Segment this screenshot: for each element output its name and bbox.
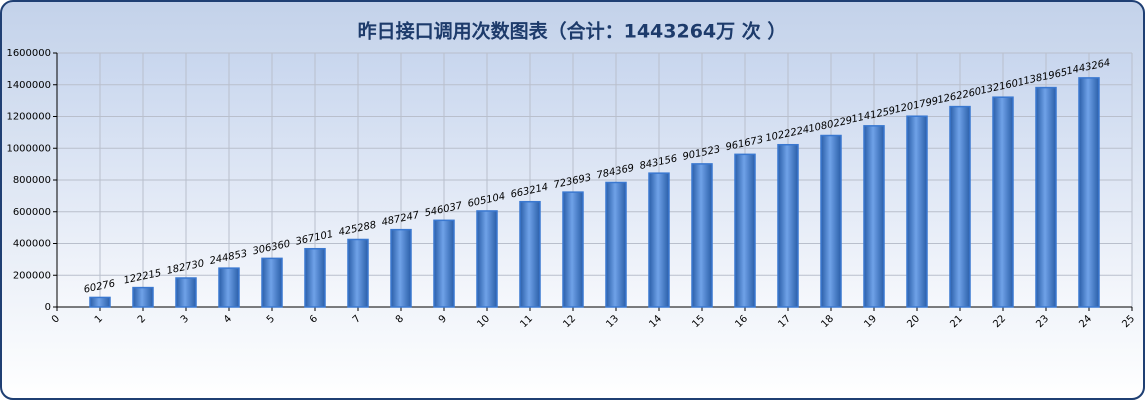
bar <box>218 267 240 308</box>
bar <box>476 210 498 308</box>
y-tick-label: 400000 <box>13 239 51 250</box>
bar <box>863 125 885 308</box>
bar <box>433 219 455 308</box>
bar <box>562 191 584 308</box>
bar <box>1035 86 1057 308</box>
y-tick-label: 1000000 <box>6 143 51 154</box>
bar <box>691 163 713 308</box>
bar <box>648 172 670 308</box>
bar <box>390 228 412 308</box>
y-tick-label: 1600000 <box>6 48 51 59</box>
bar <box>1078 77 1100 308</box>
bar <box>820 134 842 308</box>
bar <box>519 200 541 308</box>
y-tick-label: 0 <box>45 302 51 313</box>
bar <box>89 296 111 308</box>
bar <box>734 153 756 308</box>
bar <box>906 115 928 308</box>
bar <box>132 286 154 308</box>
y-tick-label: 600000 <box>13 207 51 218</box>
y-tick-label: 1200000 <box>6 112 51 123</box>
y-tick-label: 1400000 <box>6 80 51 91</box>
bar <box>347 238 369 308</box>
chart-title: 昨日接口调用次数图表（合计：1443264万 次 ） <box>358 20 787 43</box>
bar <box>992 96 1014 308</box>
y-tick-label: 200000 <box>13 270 51 281</box>
bar <box>175 277 197 308</box>
bar <box>304 247 326 308</box>
bar <box>605 181 627 308</box>
bar <box>261 257 283 308</box>
bar <box>777 143 799 308</box>
bar <box>949 105 971 308</box>
y-tick-label: 800000 <box>13 175 51 186</box>
